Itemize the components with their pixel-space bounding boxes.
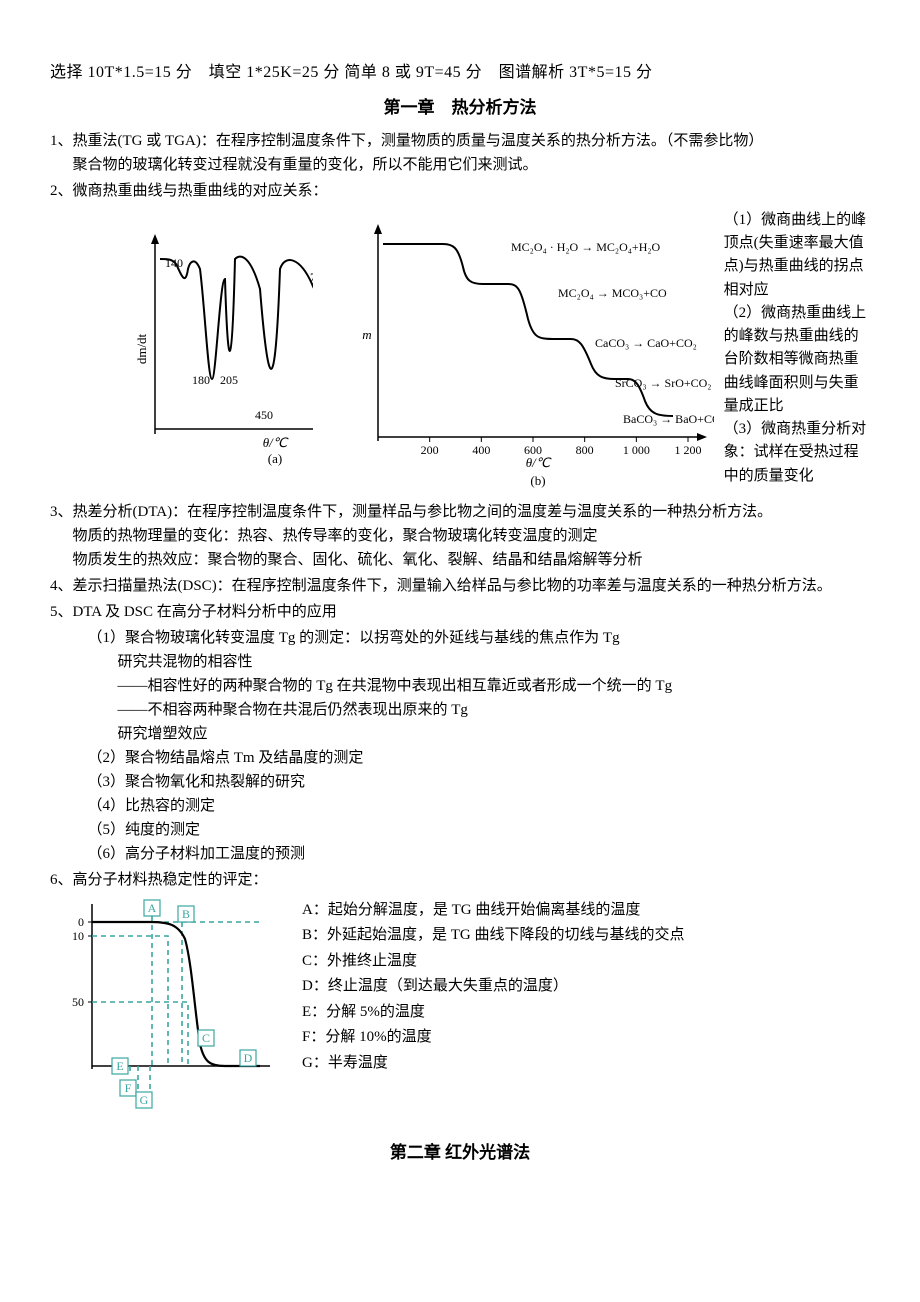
svg-text:180: 180 — [192, 373, 210, 387]
def-A: A：起始分解温度，是 TG 曲线开始偏离基线的温度 — [302, 898, 870, 924]
side-notes: （1）微商曲线上的峰顶点(失重速率最大值点)与热重曲线的拐点相对应 （2）微商热… — [724, 209, 870, 488]
tg-xticks: 200 400 600 800 1 000 1 200 — [421, 437, 702, 457]
def-B: B：外延起始温度，是 TG 曲线下降段的切线与基线的交点 — [302, 923, 870, 949]
svg-text:800: 800 — [576, 443, 594, 457]
tg-xlabel: θ/℃ — [526, 455, 552, 470]
svg-text:600: 600 — [524, 443, 542, 457]
item-5-4: （4）比热容的测定 — [50, 794, 870, 818]
stability-curve — [92, 922, 260, 1066]
item-5-1b: ——相容性好的两种聚合物的 Tg 在共混物中表现出相互靠近或者形成一个统一的 T… — [50, 674, 870, 698]
dtg-ylabel: dm/dt — [134, 333, 149, 364]
def-E: E：分解 5%的温度 — [302, 1000, 870, 1026]
item-5-5: （5）纯度的测定 — [50, 818, 870, 842]
item-1-line-2: 聚合物的玻璃化转变过程就没有重量的变化，所以不能用它们来测试。 — [73, 153, 870, 177]
item-6: 6、 高分子材料热稳定性的评定： — [50, 868, 870, 892]
item-1: 1、 热重法(TG 或 TGA)：在程序控制温度条件下，测量物质的质量与温度关系… — [50, 129, 870, 177]
item-2-num: 2、 — [50, 179, 73, 203]
def-F: F：分解 10%的温度 — [302, 1025, 870, 1051]
svg-text:MC₂O₄ · H₂O → MC₂O₄+H₂O: MC₂O₄ · H₂O → MC₂O₄+H₂O — [511, 240, 661, 254]
item-5-2: （2）聚合物结晶熔点 Tm 及结晶度的测定 — [50, 746, 870, 770]
item-1-line-1: 热重法(TG 或 TGA)：在程序控制温度条件下，测量物质的质量与温度关系的热分… — [73, 129, 870, 153]
item-5-1c: ——不相容两种聚合物在共混后仍然表现出原来的 Tg — [50, 698, 870, 722]
item-6-num: 6、 — [50, 868, 73, 892]
side-note-3: （3）微商热重分析对象：试样在受热过程中的质量变化 — [724, 418, 870, 488]
tg-curve — [383, 244, 673, 416]
side-note-2: （2）微商热重曲线上的峰数与热重曲线的台阶数相等微商热重曲线峰面积则与失重量成正… — [724, 302, 870, 418]
item-5-1a: 研究共混物的相容性 — [50, 650, 870, 674]
item-5-1d: 研究增塑效应 — [50, 722, 870, 746]
item-1-num: 1、 — [50, 129, 73, 177]
item-5-num: 5、 — [50, 600, 73, 624]
svg-text:D: D — [244, 1051, 253, 1065]
tg-chart: m θ/℃ (b) 200 400 600 800 1 000 1 200 MC₂O₄ ·… — [323, 209, 713, 494]
item-3-line-1: 热差分析(DTA)：在程序控制温度条件下，测量样品与参比物之间的温度差与温度关系… — [73, 500, 870, 524]
item-4-num: 4、 — [50, 574, 73, 598]
side-note-1: （1）微商曲线上的峰顶点(失重速率最大值点)与热重曲线的拐点相对应 — [724, 209, 870, 302]
figure-row: dm/dt θ/℃ (a) 1401802054507801 030 m θ/℃… — [50, 209, 870, 494]
def-D: D：终止温度（到达最大失重点的温度） — [302, 974, 870, 1000]
item-2-line-1: 微商热重曲线与热重曲线的对应关系： — [73, 179, 870, 203]
stability-definitions: A：起始分解温度，是 TG 曲线开始偏离基线的温度 B：外延起始温度，是 TG … — [302, 894, 870, 1077]
svg-text:140: 140 — [165, 256, 183, 270]
svg-text:205: 205 — [220, 373, 238, 387]
item-2: 2、 微商热重曲线与热重曲线的对应关系： — [50, 179, 870, 203]
item-6-line-1: 高分子材料热稳定性的评定： — [73, 868, 870, 892]
item-3-line-3: 物质发生的热效应：聚合物的聚合、固化、硫化、氧化、裂解、结晶和结晶熔解等分析 — [73, 548, 870, 572]
svg-text:10: 10 — [72, 929, 84, 943]
svg-text:E: E — [116, 1059, 123, 1073]
item-5-6: （6）高分子材料加工温度的预测 — [50, 842, 870, 866]
svg-text:MC₂O₄ → MCO₃+CO: MC₂O₄ → MCO₃+CO — [558, 286, 667, 300]
svg-text:50: 50 — [72, 995, 84, 1009]
svg-text:400: 400 — [473, 443, 491, 457]
stability-chart: 010 50 A B C D EFG — [50, 894, 290, 1119]
svg-text:G: G — [140, 1093, 149, 1107]
item-5: 5、 DTA 及 DSC 在高分子材料分析中的应用 — [50, 600, 870, 624]
svg-text:F: F — [125, 1081, 132, 1095]
svg-text:CaCO₃ → CaO+CO₂: CaCO₃ → CaO+CO₂ — [595, 336, 697, 350]
stability-yticks: 010 50 — [72, 915, 92, 1009]
dtg-chart: dm/dt θ/℃ (a) 1401802054507801 030 — [50, 209, 313, 469]
dtg-curve — [160, 256, 313, 378]
tg-ylabel: m — [363, 327, 372, 342]
svg-text:1 200: 1 200 — [675, 443, 702, 457]
svg-text:C: C — [202, 1031, 210, 1045]
tg-sub: (b) — [531, 473, 546, 488]
def-G: G：半寿温度 — [302, 1051, 870, 1077]
item-4-line-1: 差示扫描量热法(DSC)：在程序控制温度条件下，测量输入给样品与参比物的功率差与… — [73, 574, 870, 598]
svg-text:SrCO₃ → SrO+CO₂: SrCO₃ → SrO+CO₂ — [615, 376, 711, 390]
svg-text:0: 0 — [78, 915, 84, 929]
item-3-line-2: 物质的热物理量的变化：热容、热传导率的变化，聚合物玻璃化转变温度的测定 — [73, 524, 870, 548]
item-5-line-1: DTA 及 DSC 在高分子材料分析中的应用 — [73, 600, 870, 624]
def-C: C：外推终止温度 — [302, 949, 870, 975]
tg-reaction-labels: MC₂O₄ · H₂O → MC₂O₄+H₂O MC₂O₄ → MCO₃+CO Ca… — [511, 240, 713, 426]
chapter-1-title: 第一章 热分析方法 — [50, 94, 870, 121]
dtg-peak-labels: 1401802054507801 030 — [165, 256, 313, 422]
svg-text:450: 450 — [255, 408, 273, 422]
item-3: 3、 热差分析(DTA)：在程序控制温度条件下，测量样品与参比物之间的温度差与温… — [50, 500, 870, 572]
svg-text:1 000: 1 000 — [623, 443, 650, 457]
svg-text:780: 780 — [310, 270, 313, 284]
dtg-sub: (a) — [268, 451, 282, 466]
scoring-header: 选择 10T*1.5=15 分 填空 1*25K=25 分 简单 8 或 9T=… — [50, 60, 870, 86]
svg-text:A: A — [148, 901, 157, 915]
item-4: 4、 差示扫描量热法(DSC)：在程序控制温度条件下，测量输入给样品与参比物的功… — [50, 574, 870, 598]
stability-letter-boxes: A B C D EFG — [112, 900, 256, 1108]
dtg-xlabel: θ/℃ — [263, 435, 289, 450]
item-3-num: 3、 — [50, 500, 73, 572]
svg-text:BaCO₃ → BaO+CO₂: BaCO₃ → BaO+CO₂ — [623, 412, 713, 426]
item-5-3: （3）聚合物氧化和热裂解的研究 — [50, 770, 870, 794]
item-5-1: （1）聚合物玻璃化转变温度 Tg 的测定：以拐弯处的外延线与基线的焦点作为 Tg — [50, 626, 870, 650]
stability-block: 010 50 A B C D EFG A：起始分解温度，是 TG 曲线开始偏离基线的温度 … — [50, 894, 870, 1119]
chapter-2-title: 第二章 红外光谱法 — [50, 1139, 870, 1166]
svg-text:200: 200 — [421, 443, 439, 457]
svg-text:B: B — [182, 907, 190, 921]
